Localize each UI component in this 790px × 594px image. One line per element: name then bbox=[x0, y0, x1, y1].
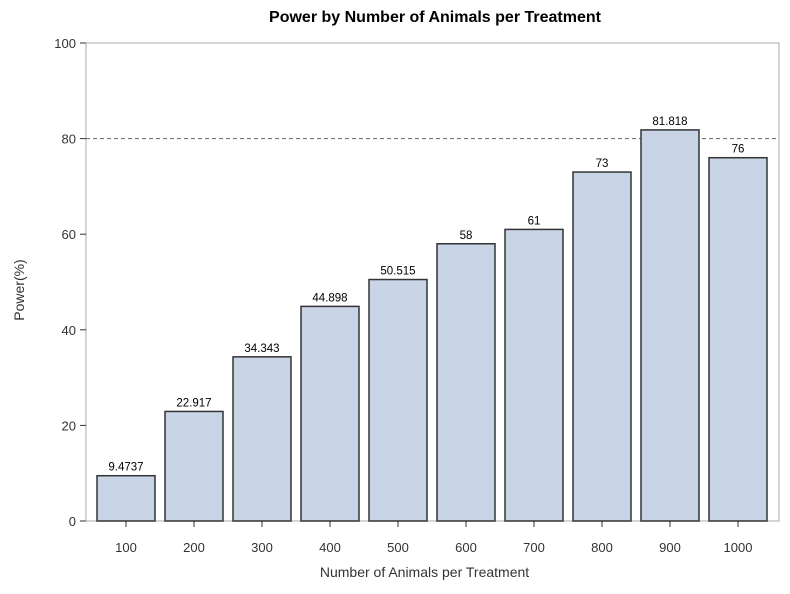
y-tick-label: 20 bbox=[62, 418, 76, 433]
x-tick-label: 600 bbox=[455, 540, 477, 555]
x-axis-label: Number of Animals per Treatment bbox=[320, 564, 529, 580]
x-tick-label: 400 bbox=[319, 540, 341, 555]
x-tick-label: 800 bbox=[591, 540, 613, 555]
x-tick-label: 700 bbox=[523, 540, 545, 555]
x-tick-label: 200 bbox=[183, 540, 205, 555]
chart-title: Power by Number of Animals per Treatment bbox=[269, 9, 601, 26]
x-tick-label: 300 bbox=[251, 540, 273, 555]
x-tick-label: 100 bbox=[115, 540, 137, 555]
data-label: 58 bbox=[460, 230, 473, 242]
bar bbox=[96, 474, 156, 522]
bar bbox=[572, 171, 632, 522]
bar bbox=[232, 356, 292, 522]
bar bbox=[504, 228, 564, 522]
y-axis-label: Power(%) bbox=[11, 259, 27, 320]
bar bbox=[164, 410, 224, 522]
bar bbox=[300, 305, 360, 522]
bar bbox=[640, 129, 700, 522]
data-label: 9.4737 bbox=[108, 462, 143, 474]
x-tick-label: 500 bbox=[387, 540, 409, 555]
x-tick-label: 900 bbox=[659, 540, 681, 555]
data-label: 81.818 bbox=[652, 116, 687, 128]
bar bbox=[708, 156, 768, 522]
bar bbox=[436, 243, 496, 522]
data-label: 44.898 bbox=[312, 292, 347, 304]
data-label: 34.343 bbox=[244, 343, 279, 355]
data-label: 22.917 bbox=[176, 397, 211, 409]
y-tick-label: 0 bbox=[69, 514, 76, 529]
y-tick-label: 80 bbox=[62, 132, 76, 147]
plot-frame bbox=[85, 42, 780, 522]
y-tick-label: 100 bbox=[54, 36, 76, 51]
x-tick-label: 1000 bbox=[724, 540, 753, 555]
data-label: 76 bbox=[732, 144, 745, 156]
data-label: 61 bbox=[528, 215, 541, 227]
data-label: 73 bbox=[596, 158, 609, 170]
bar bbox=[368, 278, 428, 522]
y-tick-label: 60 bbox=[62, 227, 76, 242]
y-tick-label: 40 bbox=[62, 323, 76, 338]
data-label: 50.515 bbox=[380, 266, 415, 278]
